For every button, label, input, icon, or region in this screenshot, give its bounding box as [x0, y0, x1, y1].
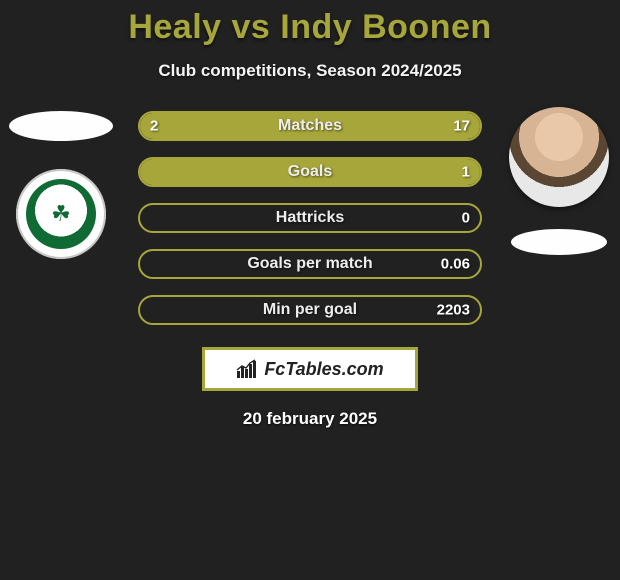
stat-label: Matches: [278, 117, 342, 135]
page-title: Healy vs Indy Boonen: [0, 8, 620, 47]
page-subtitle: Club competitions, Season 2024/2025: [0, 61, 620, 81]
player-right-club-placeholder: [511, 229, 607, 255]
stat-value-right: 0.06: [441, 256, 470, 273]
stat-label: Hattricks: [276, 209, 344, 227]
brand-text: FcTables.com: [264, 359, 383, 380]
comparison-panel: ☘ 2 Matches 17 Goals 1: [0, 111, 620, 429]
brand-badge[interactable]: FcTables.com: [202, 347, 418, 391]
player-left-photo-placeholder: [9, 111, 113, 141]
stat-bars: 2 Matches 17 Goals 1 Hattricks 0 Goals p…: [138, 111, 482, 325]
stat-row-matches: 2 Matches 17: [138, 111, 482, 141]
stat-label: Min per goal: [263, 301, 357, 319]
stat-label: Goals: [288, 163, 332, 181]
stat-value-left: 2: [150, 118, 158, 135]
player-left-club-crest: ☘: [16, 169, 106, 259]
stat-label: Goals per match: [247, 255, 372, 273]
stat-value-right: 1: [462, 164, 470, 181]
player-right-photo: [509, 107, 609, 207]
snapshot-date: 20 february 2025: [0, 409, 620, 429]
player-left-column: ☘: [6, 111, 116, 259]
stat-row-min-per-goal: Min per goal 2203: [138, 295, 482, 325]
stat-value-right: 17: [453, 118, 470, 135]
bar-chart-icon: [236, 359, 258, 379]
player-right-column: [504, 111, 614, 255]
stat-row-goals: Goals 1: [138, 157, 482, 187]
stat-value-right: 2203: [437, 302, 470, 319]
stat-row-hattricks: Hattricks 0: [138, 203, 482, 233]
stat-row-goals-per-match: Goals per match 0.06: [138, 249, 482, 279]
stat-value-right: 0: [462, 210, 470, 227]
shamrock-icon: ☘: [26, 179, 96, 249]
root: Healy vs Indy Boonen Club competitions, …: [0, 0, 620, 429]
